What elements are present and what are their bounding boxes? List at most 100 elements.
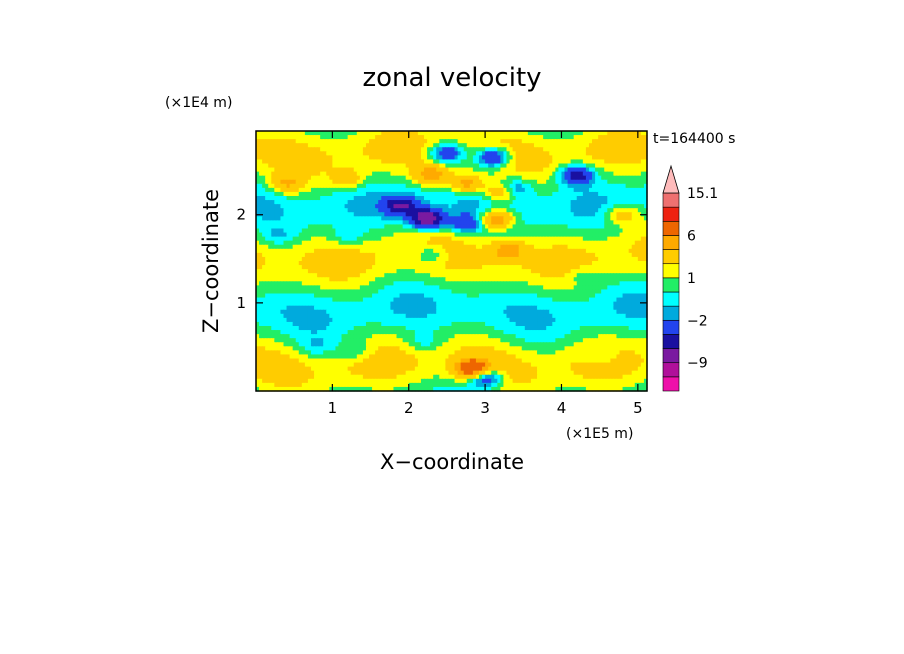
heat-cell xyxy=(390,236,395,242)
heat-cell xyxy=(280,191,285,197)
heat-cell xyxy=(582,224,587,230)
heat-cell xyxy=(619,204,624,209)
heat-cell xyxy=(503,236,508,242)
heat-cell xyxy=(433,147,437,152)
heat-cell xyxy=(289,183,294,189)
heat-cell xyxy=(274,281,278,286)
heat-cell xyxy=(610,131,614,136)
heat-cell xyxy=(485,155,489,161)
heat-cell xyxy=(457,187,462,193)
heat-cell xyxy=(475,248,480,254)
heat-cell xyxy=(280,277,285,282)
heat-cell xyxy=(414,261,419,266)
heat-cell xyxy=(350,212,355,217)
heat-cell xyxy=(530,135,535,140)
heat-cell xyxy=(414,256,419,262)
heat-cell xyxy=(405,232,410,238)
heat-cell xyxy=(341,208,346,213)
heat-cell xyxy=(256,277,260,282)
heat-cell xyxy=(283,248,288,254)
heat-cell xyxy=(298,208,303,213)
heat-cell xyxy=(454,143,459,148)
heat-cell xyxy=(640,261,645,266)
heat-cell xyxy=(637,204,642,209)
heat-cell xyxy=(445,196,450,201)
heat-cell xyxy=(283,252,288,258)
heat-cell xyxy=(518,183,523,189)
heat-cell xyxy=(601,191,605,197)
heat-cell xyxy=(268,285,272,291)
heat-cell xyxy=(420,228,425,234)
heat-cell xyxy=(445,147,450,152)
heat-cell xyxy=(585,277,590,282)
heat-cell xyxy=(619,281,624,286)
heat-cell xyxy=(616,256,621,262)
heat-cell xyxy=(561,261,566,266)
heat-cell xyxy=(588,135,593,140)
heat-cell xyxy=(570,261,575,266)
heat-cell xyxy=(533,273,538,278)
heat-cell xyxy=(588,167,593,173)
heat-cell xyxy=(613,143,618,148)
heat-cell xyxy=(500,155,505,161)
heat-cell xyxy=(625,220,630,226)
heat-cell xyxy=(365,252,370,258)
heat-cell xyxy=(402,208,407,213)
heat-cell xyxy=(448,220,453,226)
heat-cell xyxy=(256,269,260,274)
heat-cell xyxy=(365,204,370,209)
heat-cell xyxy=(283,147,288,152)
heat-cell xyxy=(643,273,648,278)
heat-cell xyxy=(317,187,321,193)
heat-cell xyxy=(402,256,407,262)
heat-cell xyxy=(439,175,443,181)
heat-cell xyxy=(561,147,566,152)
heat-cell xyxy=(460,143,465,148)
heat-cell xyxy=(628,204,633,209)
heat-cell xyxy=(277,216,282,221)
heat-cell xyxy=(640,240,645,246)
heat-cell xyxy=(323,135,327,140)
heat-cell xyxy=(533,196,538,201)
heat-cell xyxy=(307,277,312,282)
heat-cell xyxy=(533,240,538,246)
heat-cell xyxy=(424,285,428,291)
heat-cell xyxy=(570,196,575,201)
heat-cell xyxy=(518,216,523,221)
heat-cell xyxy=(365,261,370,266)
heat-cell xyxy=(537,179,541,185)
heat-cell xyxy=(341,171,346,177)
heat-cell xyxy=(414,232,419,238)
heat-cell xyxy=(314,208,318,213)
heat-cell xyxy=(271,256,275,262)
heat-cell xyxy=(277,183,282,189)
heat-cell xyxy=(512,244,517,250)
heat-cell xyxy=(521,216,526,221)
heat-cell xyxy=(588,159,593,165)
heat-cell xyxy=(271,143,275,148)
heat-cell xyxy=(445,204,450,209)
heat-cell xyxy=(466,179,471,185)
heat-cell xyxy=(625,236,630,242)
heat-cell xyxy=(457,131,462,136)
heat-cell xyxy=(555,277,560,282)
heat-cell xyxy=(417,163,422,169)
heat-cell xyxy=(512,232,517,238)
heat-cell xyxy=(625,261,630,266)
heat-cell xyxy=(628,228,633,234)
heat-cell xyxy=(256,285,260,291)
heat-cell xyxy=(344,167,349,173)
heat-cell xyxy=(356,187,361,193)
heat-cell xyxy=(378,167,382,173)
heat-cell xyxy=(561,265,566,270)
heat-cell xyxy=(332,248,337,254)
heat-cell xyxy=(277,277,282,282)
heat-cell xyxy=(332,187,337,193)
heat-cell xyxy=(277,187,282,193)
heat-cell xyxy=(344,131,349,136)
heat-cell xyxy=(268,135,272,140)
heat-cell xyxy=(396,139,401,144)
heat-cell xyxy=(323,232,327,238)
heat-cell xyxy=(485,273,489,278)
heat-cell xyxy=(271,191,275,197)
